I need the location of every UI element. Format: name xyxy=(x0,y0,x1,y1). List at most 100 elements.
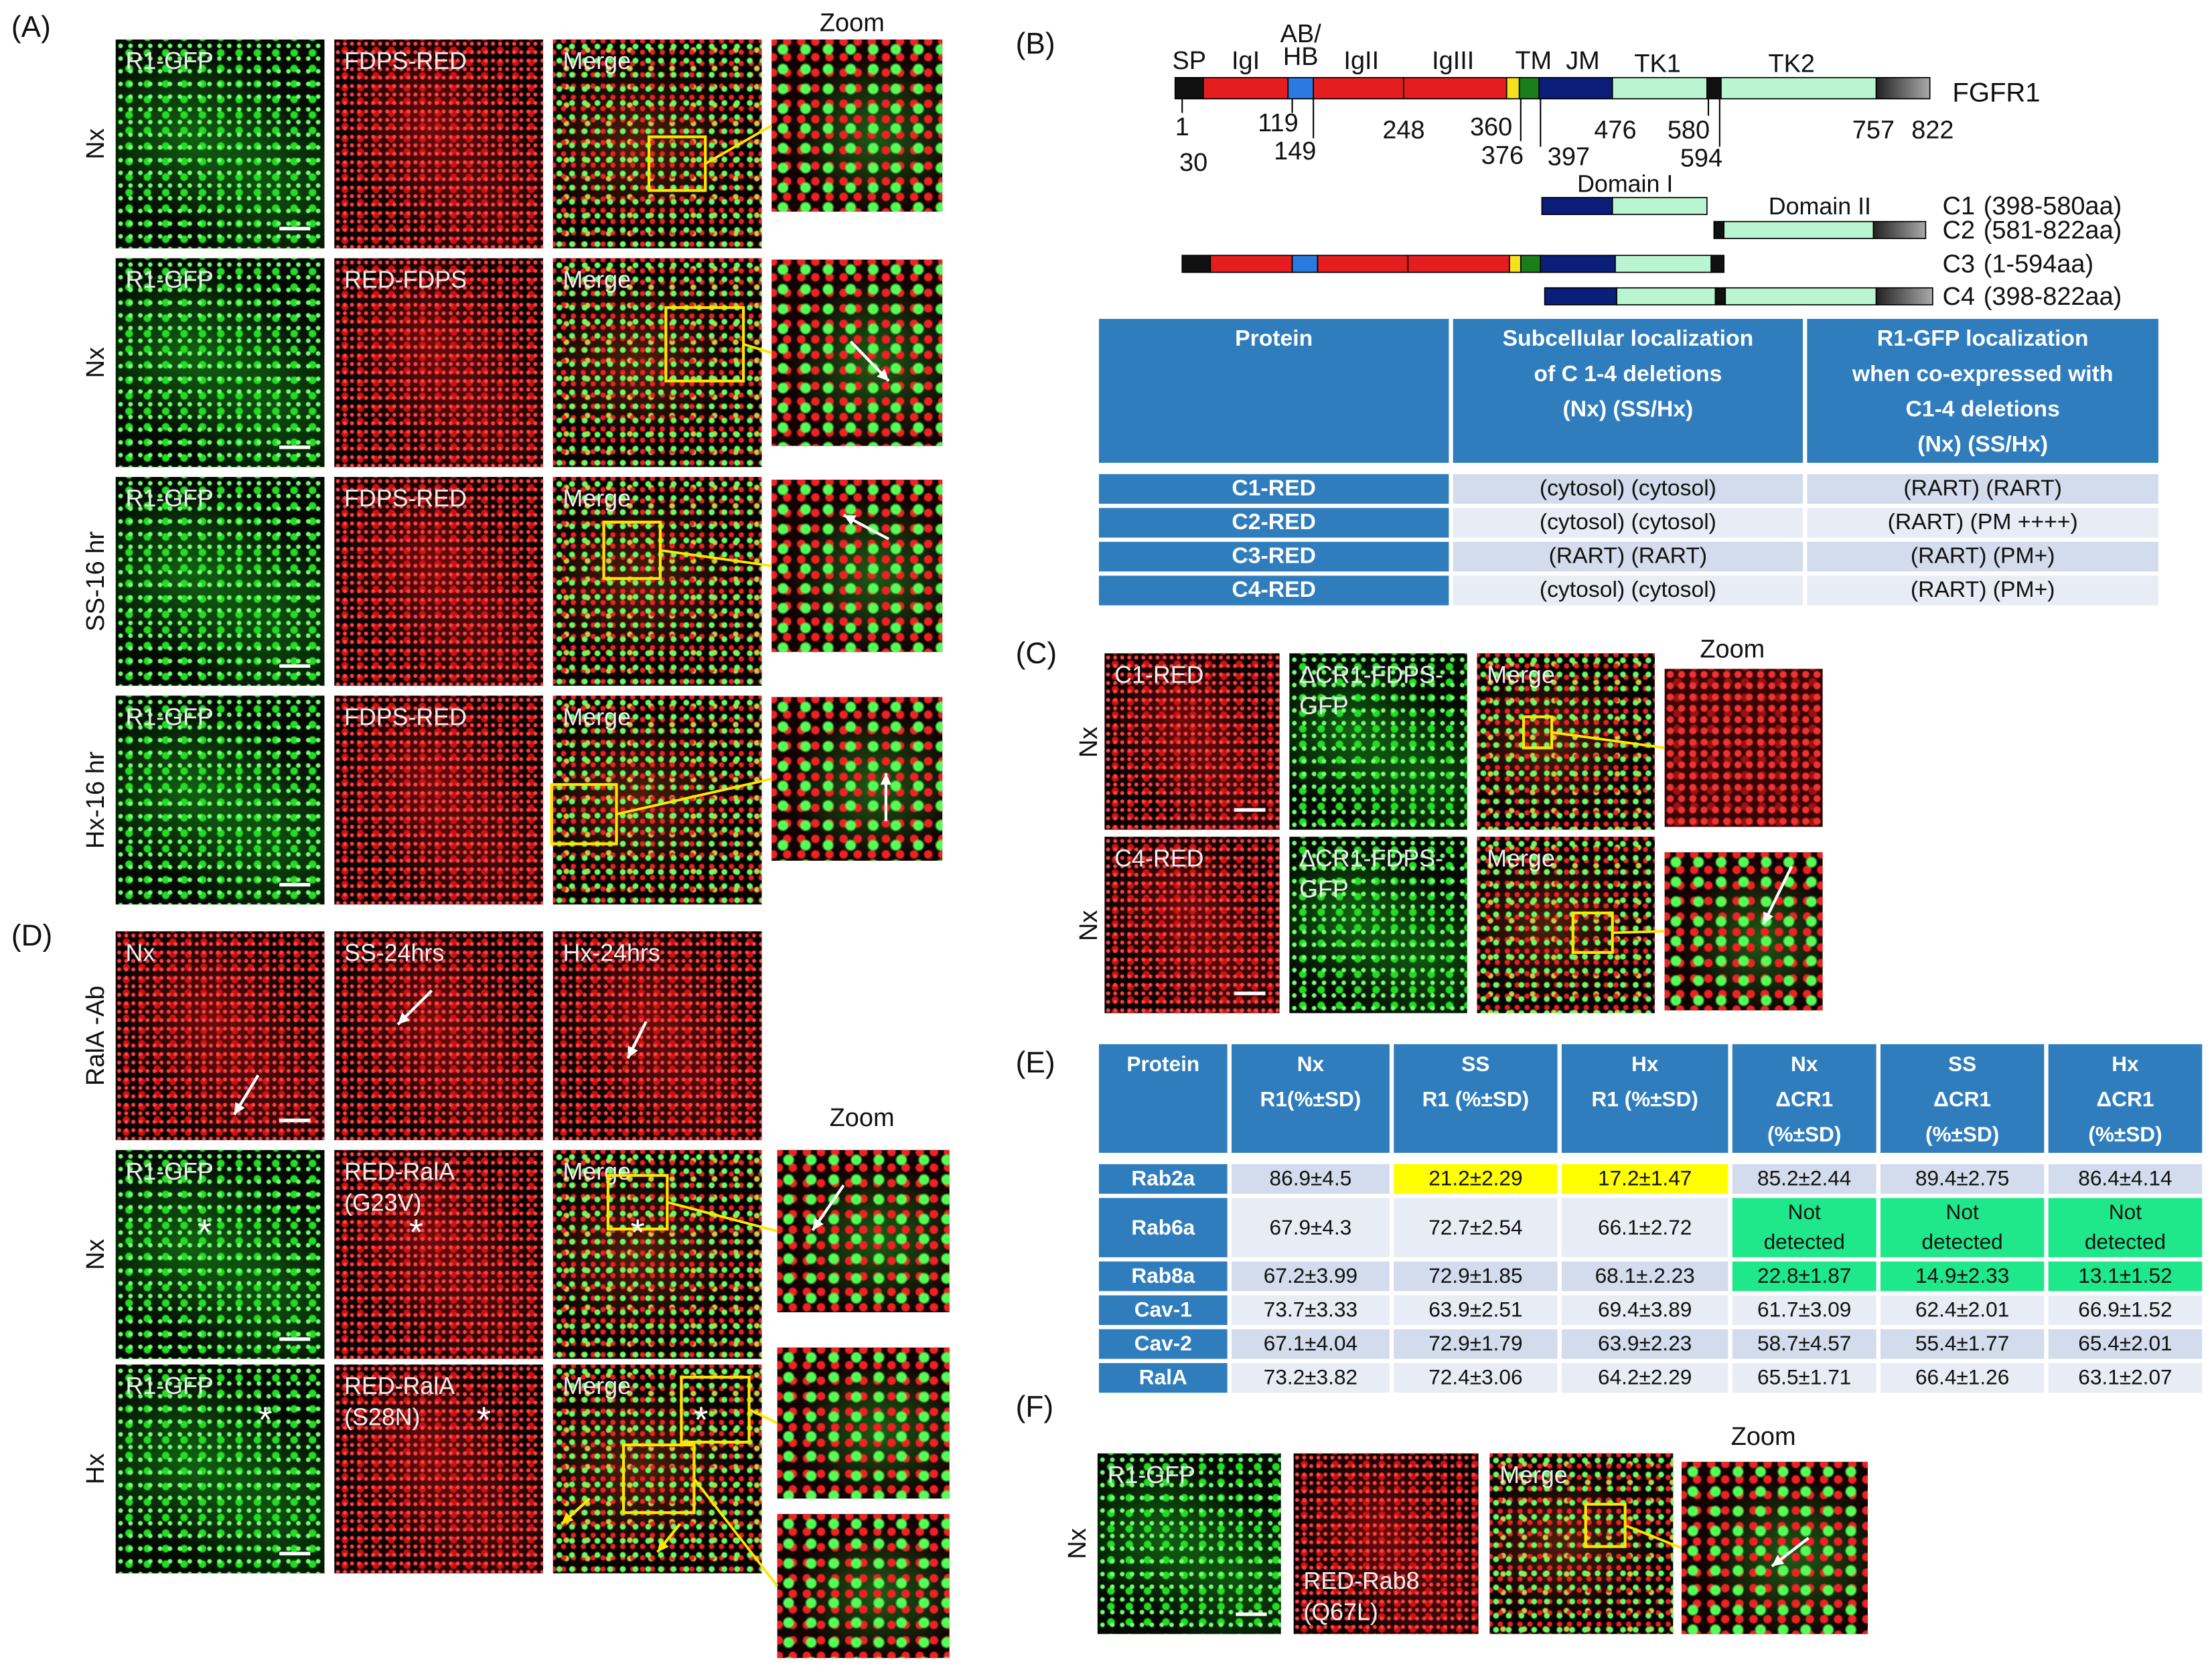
condition-label: Nx xyxy=(1063,1528,1092,1559)
row-header: RalA xyxy=(1098,1362,1228,1393)
image-label-line: R1-GFP xyxy=(125,267,214,294)
cell-text: 73.2±3.82 xyxy=(1263,1366,1358,1390)
micrograph: Merge xyxy=(552,476,762,686)
domain-segment xyxy=(1520,255,1542,273)
zoom-image xyxy=(777,1149,950,1313)
header-line: Nx xyxy=(1791,1052,1818,1077)
zoom-image xyxy=(771,480,943,652)
domain-label: TK1 xyxy=(1634,50,1681,78)
zoom-image xyxy=(1681,1462,1868,1634)
image-label: RED-Rab8 (Q67L) xyxy=(1303,1566,1419,1628)
zoom-header: Zoom xyxy=(829,1103,895,1132)
data-cell: (RART) (RART) xyxy=(1453,541,1803,572)
micrograph: ΔCR1-FDPS- GFP xyxy=(1289,837,1467,1013)
cell-text: 66.1±2.72 xyxy=(1598,1215,1692,1240)
image-label: R1-GFP xyxy=(125,1157,213,1188)
header-line: (%±SD) xyxy=(1767,1123,1842,1147)
residue-number: 1 xyxy=(1175,113,1189,141)
condition-label: Hx xyxy=(81,1453,110,1485)
header-line: R1-GFP localization xyxy=(1876,327,2089,352)
cell-text: 67.1±4.04 xyxy=(1263,1332,1358,1356)
cell-text: 58.7±4.57 xyxy=(1757,1332,1852,1356)
data-cell: 21.2±2.29 xyxy=(1394,1164,1558,1194)
image-label-line: Merge xyxy=(563,485,632,512)
data-cell: (RART) (RART) xyxy=(1807,474,2158,504)
cell-text: 55.4±1.77 xyxy=(1915,1332,2010,1356)
cell-text: 72.9±1.79 xyxy=(1428,1332,1523,1356)
cell-text: (RART) (PM+) xyxy=(1910,578,2055,603)
image-label-line: R1-GFP xyxy=(125,48,214,75)
data-cell: 65.5±1.71 xyxy=(1732,1362,1876,1393)
cell-text: Not detected xyxy=(2084,1200,2166,1255)
domain-segment xyxy=(1541,197,1613,216)
micrograph: RED-RalA (S28N) xyxy=(334,1364,544,1574)
cell-text: 22.8±1.87 xyxy=(1757,1264,1852,1289)
header-cell: Nx R1(%±SD) xyxy=(1231,1044,1390,1153)
header-cell: R1-GFP localization when co-expressed wit… xyxy=(1807,319,2158,463)
data-cell: 65.4±2.01 xyxy=(2048,1329,2203,1359)
cell-text: (RART) (RART) xyxy=(1548,545,1708,569)
image-label: Merge xyxy=(563,1372,631,1403)
domain-label: TM xyxy=(1515,47,1552,75)
domain-label: AB/ xyxy=(1280,20,1322,48)
data-cell: 13.1±1.52 xyxy=(2048,1261,2203,1291)
construct-name: C2 xyxy=(1943,216,1975,244)
image-label-line: GFP xyxy=(1299,693,1349,720)
header-cell: Protein xyxy=(1098,1044,1228,1153)
cell-text: 17.2±1.47 xyxy=(1598,1167,1692,1191)
image-label-line: C4-RED xyxy=(1114,845,1204,872)
residue-number: 580 xyxy=(1668,116,1710,144)
micrograph: Merge xyxy=(1477,837,1655,1013)
header-line: Protein xyxy=(1126,1052,1200,1077)
residue-number: 594 xyxy=(1680,145,1722,173)
construct-range: (581-822aa) xyxy=(1984,216,2122,244)
zoom-image xyxy=(777,1347,950,1499)
row-header: C1-RED xyxy=(1098,474,1449,504)
data-cell: 86.4±4.14 xyxy=(2048,1164,2203,1194)
construct-label: C4 (398-822aa) xyxy=(1943,283,2122,311)
image-label-line: R1-GFP xyxy=(1107,1462,1195,1489)
cell-text: 72.7±2.54 xyxy=(1428,1215,1523,1240)
data-cell: 72.9±1.85 xyxy=(1394,1261,1558,1291)
data-cell: 14.9±2.33 xyxy=(1880,1261,2045,1291)
image-label: Nx xyxy=(125,938,155,969)
domain-segment xyxy=(1723,220,1874,239)
image-label-line: Merge xyxy=(563,1373,632,1400)
domain-segment xyxy=(1181,255,1211,273)
header-line: (%±SD) xyxy=(1925,1123,2000,1147)
micrograph: Merge xyxy=(552,39,762,249)
cell-text: 85.2±2.44 xyxy=(1757,1167,1852,1191)
construct-name: C1 xyxy=(1943,192,1975,220)
image-label: RED-RalA (S28N) xyxy=(344,1372,455,1434)
micrograph: R1-GFP xyxy=(1097,1453,1281,1634)
micrograph: Merge xyxy=(552,1364,762,1574)
micrograph: C1-RED xyxy=(1104,653,1280,830)
micrograph: R1-GFP xyxy=(115,1149,325,1359)
zoom-image xyxy=(771,697,943,861)
domain-label: JM xyxy=(1566,47,1600,75)
data-cell: 85.2±2.44 xyxy=(1732,1164,1876,1194)
domain-segment xyxy=(1706,77,1722,100)
micrograph: R1-GFP xyxy=(115,1364,325,1574)
image-label: Merge xyxy=(563,703,631,733)
cell-text: (RART) (RART) xyxy=(1903,476,2062,501)
condition-label: Nx xyxy=(81,347,110,378)
domain-segment xyxy=(1616,287,1716,305)
residue-number: 248 xyxy=(1382,116,1424,144)
image-label-line: RED-RalA xyxy=(344,1158,455,1186)
domain-segment xyxy=(1287,77,1314,100)
cell-text: 66.9±1.52 xyxy=(2078,1298,2172,1322)
header-cell: Protein xyxy=(1098,319,1449,463)
row-header: C3-RED xyxy=(1098,541,1449,572)
data-cell: 72.7±2.54 xyxy=(1394,1198,1558,1257)
zoom-header: Zoom xyxy=(1730,1422,1796,1451)
domain-label: IgIII xyxy=(1432,47,1474,75)
image-label-line: Merge xyxy=(563,48,632,75)
image-label-line: (G23V) xyxy=(344,1189,422,1216)
image-label: Merge xyxy=(1499,1460,1568,1491)
micrograph: C4-RED xyxy=(1104,837,1280,1013)
micrograph: Hx-24hrs xyxy=(552,931,762,1141)
image-label-line: R1-GFP xyxy=(125,704,214,731)
cell-text: 72.9±1.85 xyxy=(1428,1264,1523,1289)
image-label: Merge xyxy=(1487,660,1555,691)
